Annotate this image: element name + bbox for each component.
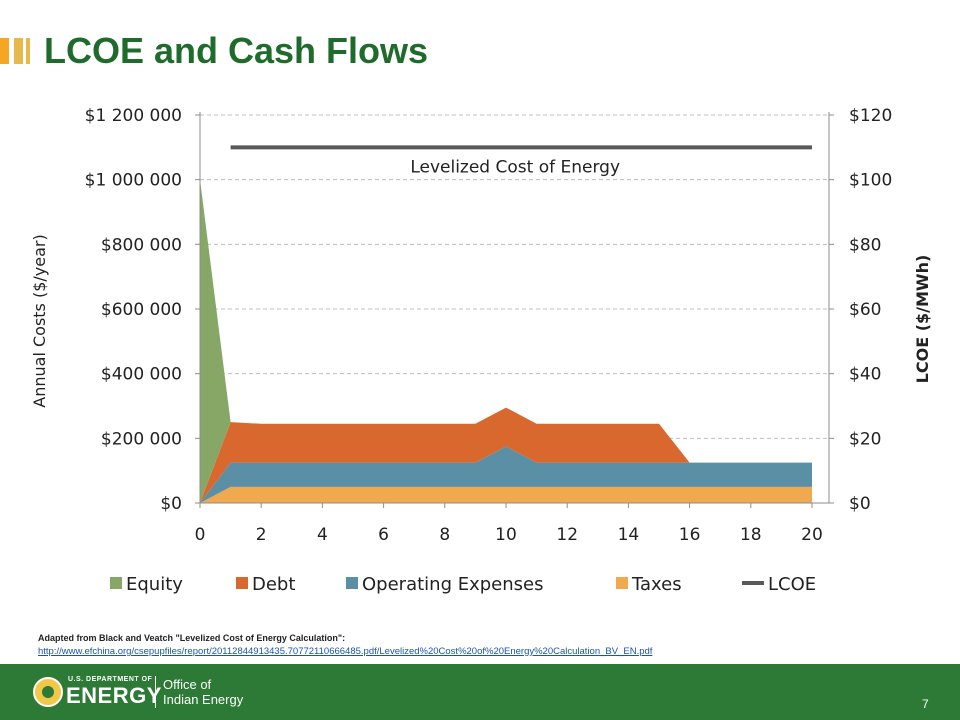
accent-bar xyxy=(26,38,30,64)
x-tick-label: 12 xyxy=(556,525,578,545)
y-tick-label-right: $100 xyxy=(849,171,892,191)
y-tick-label-left: $1 000 000 xyxy=(85,171,182,191)
legend-swatch-debt xyxy=(236,577,248,589)
legend-label-debt: Debt xyxy=(252,574,295,595)
lcoe-cash-flow-chart: $0 $0 $200 000 $20 $400 000 $40 $600 000 $60 $80… xyxy=(30,106,932,595)
area-debt xyxy=(200,407,812,503)
y-tick-label-left: $400 000 xyxy=(101,365,182,385)
y-tick-label-right: $80 xyxy=(849,235,881,255)
lcoe-annotation: Levelized Cost of Energy xyxy=(410,157,620,177)
x-tick-label: 18 xyxy=(740,525,762,545)
page-title: LCOE and Cash Flows xyxy=(44,30,429,71)
y-axis-title-right: LCOE ($/MWh) xyxy=(913,255,932,384)
accent-bar xyxy=(14,38,23,64)
legend-label-taxes: Taxes xyxy=(631,574,682,595)
y-tick-label-right: $0 xyxy=(849,494,871,514)
x-tick-label: 16 xyxy=(679,525,701,545)
x-tick-label: 20 xyxy=(801,525,823,545)
agency-logo-text: ENERGY xyxy=(66,683,162,708)
legend-swatch-taxes xyxy=(616,577,628,589)
accent-bar xyxy=(0,38,9,64)
y-tick-label-right: $120 xyxy=(849,106,892,126)
area-taxes xyxy=(200,486,812,503)
legend-label-operating-expenses: Operating Expenses xyxy=(362,574,543,595)
y-tick-label-left: $200 000 xyxy=(101,429,182,449)
source-text: Adapted from Black and Veatch "Levelized… xyxy=(38,633,346,643)
agency-small-text: U.S. DEPARTMENT OF xyxy=(68,676,153,683)
legend-label-equity: Equity xyxy=(126,574,183,595)
x-tick-label: 2 xyxy=(256,525,267,545)
page-number: 7 xyxy=(922,697,929,711)
footer-bar: U.S. DEPARTMENT OF ENERGY Office of Indi… xyxy=(0,664,960,720)
doe-seal-icon xyxy=(33,677,63,707)
legend-label-lcoe: LCOE xyxy=(768,574,816,595)
y-tick-label-right: $20 xyxy=(849,429,881,449)
x-tick-label: 6 xyxy=(378,525,389,545)
office-line-1: Office of xyxy=(163,677,212,692)
footer-divider xyxy=(155,676,156,708)
y-tick-label-left: $1 200 000 xyxy=(85,106,182,126)
x-tick-label: 8 xyxy=(439,525,450,545)
x-tick-label: 4 xyxy=(317,525,328,545)
y-tick-label-right: $60 xyxy=(849,300,881,320)
y-axis-title-left: Annual Costs ($/year) xyxy=(30,234,49,407)
office-line-2: Indian Energy xyxy=(163,692,244,707)
x-tick-label: 10 xyxy=(495,525,517,545)
y-tick-label-right: $40 xyxy=(849,365,881,385)
y-tick-label-left: $600 000 xyxy=(101,300,182,320)
y-tick-label-left: $800 000 xyxy=(101,235,182,255)
x-tick-label: 0 xyxy=(195,525,206,545)
area-operating-expenses xyxy=(200,446,812,503)
source-citation: Adapted from Black and Veatch "Levelized… xyxy=(38,633,938,657)
x-tick-label: 14 xyxy=(618,525,640,545)
y-tick-label-left: $0 xyxy=(160,494,182,514)
legend-swatch-operating-expenses xyxy=(346,577,358,589)
office-name: Office of Indian Energy xyxy=(163,677,243,707)
legend-swatch-equity xyxy=(110,577,122,589)
source-link[interactable]: http://www.efchina.org/csepupfiles/repor… xyxy=(38,646,653,657)
